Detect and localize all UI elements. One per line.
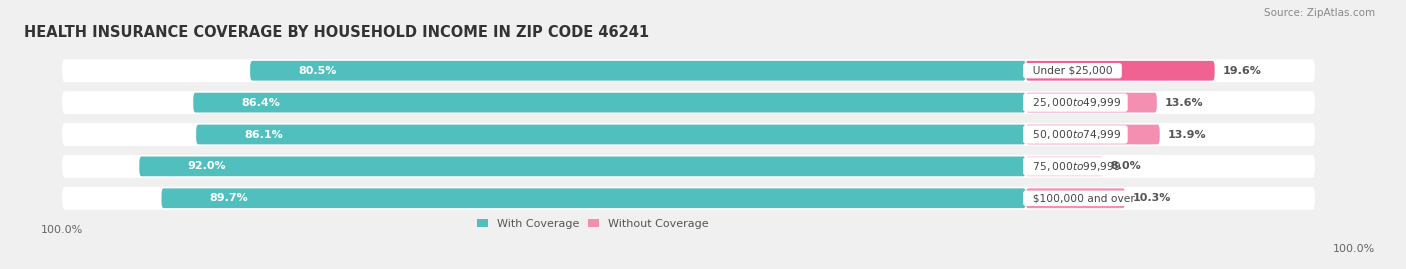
Text: $100,000 and over: $100,000 and over <box>1026 193 1142 203</box>
Text: 80.5%: 80.5% <box>298 66 336 76</box>
FancyBboxPatch shape <box>62 187 1315 210</box>
Text: Under $25,000: Under $25,000 <box>1026 66 1119 76</box>
Text: $50,000 to $74,999: $50,000 to $74,999 <box>1026 128 1125 141</box>
Text: 19.6%: 19.6% <box>1222 66 1261 76</box>
Text: 100.0%: 100.0% <box>1333 244 1375 254</box>
FancyBboxPatch shape <box>62 123 1315 146</box>
Text: HEALTH INSURANCE COVERAGE BY HOUSEHOLD INCOME IN ZIP CODE 46241: HEALTH INSURANCE COVERAGE BY HOUSEHOLD I… <box>24 26 648 40</box>
FancyBboxPatch shape <box>1026 125 1160 144</box>
FancyBboxPatch shape <box>1026 61 1215 81</box>
FancyBboxPatch shape <box>250 61 1026 81</box>
Text: 86.4%: 86.4% <box>242 98 280 108</box>
Text: 10.3%: 10.3% <box>1133 193 1171 203</box>
Text: $25,000 to $49,999: $25,000 to $49,999 <box>1026 96 1125 109</box>
FancyBboxPatch shape <box>62 91 1315 114</box>
FancyBboxPatch shape <box>62 59 1315 82</box>
Text: 8.0%: 8.0% <box>1111 161 1142 171</box>
Text: 92.0%: 92.0% <box>187 161 226 171</box>
FancyBboxPatch shape <box>1026 157 1102 176</box>
FancyBboxPatch shape <box>139 157 1026 176</box>
Text: 86.1%: 86.1% <box>245 129 283 140</box>
FancyBboxPatch shape <box>62 155 1315 178</box>
Text: $75,000 to $99,999: $75,000 to $99,999 <box>1026 160 1125 173</box>
Text: 89.7%: 89.7% <box>209 193 249 203</box>
Text: 13.6%: 13.6% <box>1164 98 1204 108</box>
FancyBboxPatch shape <box>1026 188 1125 208</box>
FancyBboxPatch shape <box>162 188 1026 208</box>
Legend: With Coverage, Without Coverage: With Coverage, Without Coverage <box>477 218 709 229</box>
FancyBboxPatch shape <box>197 125 1026 144</box>
Text: Source: ZipAtlas.com: Source: ZipAtlas.com <box>1264 8 1375 18</box>
FancyBboxPatch shape <box>193 93 1026 112</box>
FancyBboxPatch shape <box>1026 93 1157 112</box>
Text: 13.9%: 13.9% <box>1167 129 1206 140</box>
